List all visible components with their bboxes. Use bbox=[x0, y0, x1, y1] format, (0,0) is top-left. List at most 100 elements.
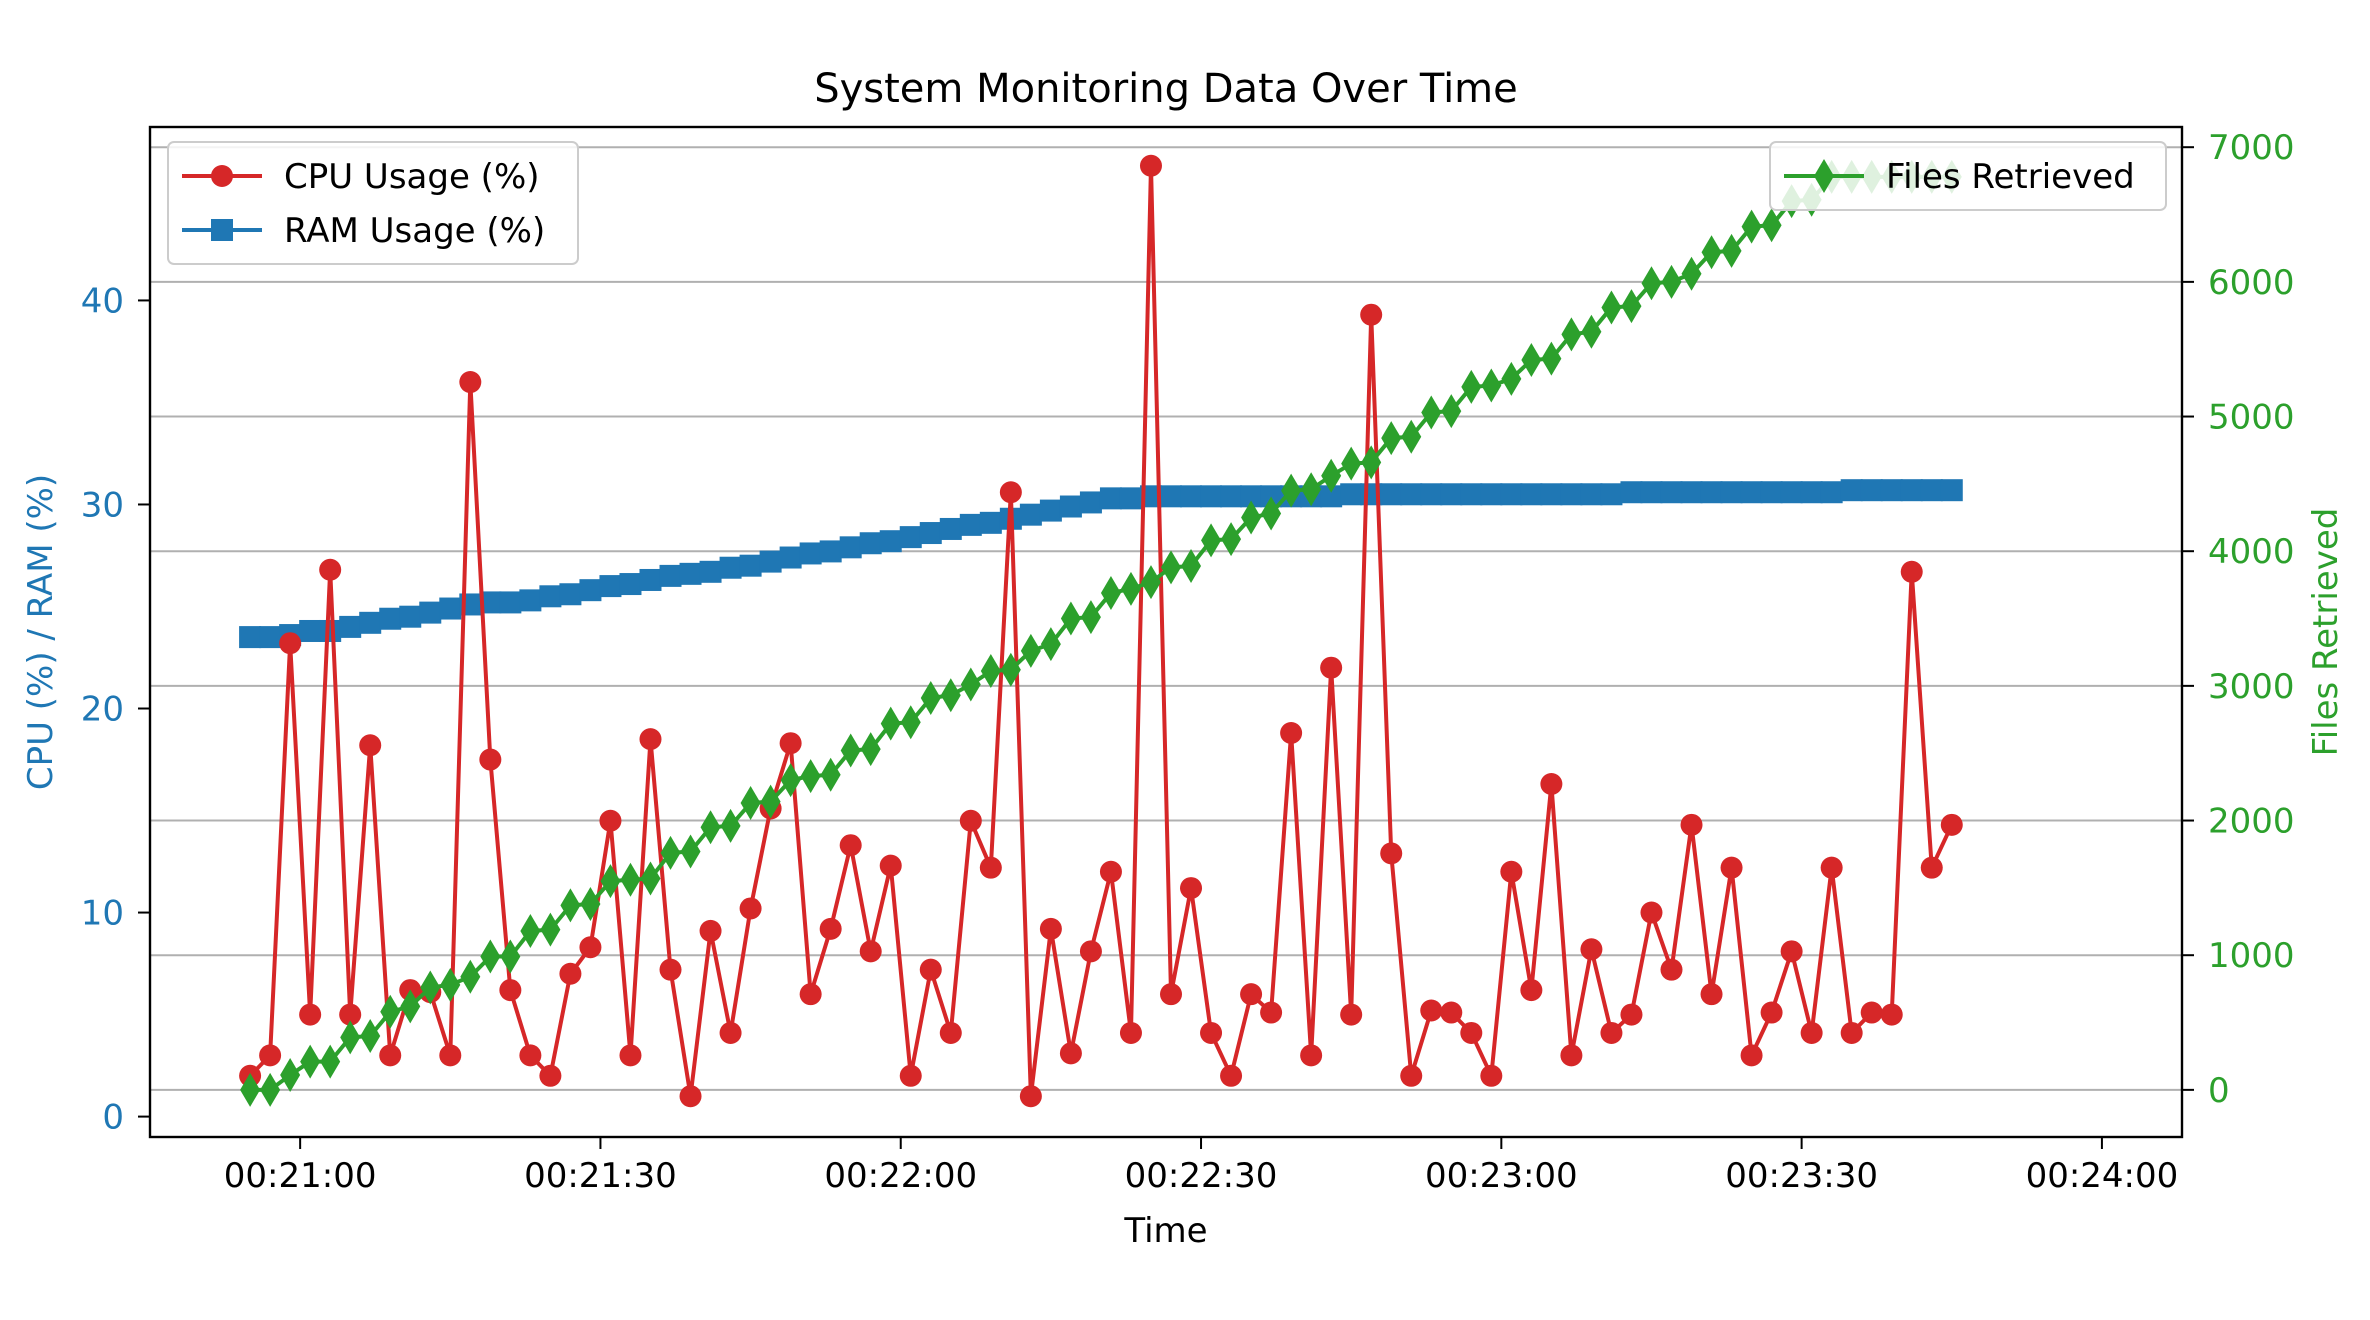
data-point bbox=[859, 532, 882, 555]
data-point bbox=[859, 940, 882, 963]
y-axis-left: 0 10 20 30 40 bbox=[81, 281, 150, 1138]
data-point bbox=[579, 579, 602, 602]
data-point bbox=[1660, 958, 1683, 981]
data-point bbox=[780, 763, 801, 798]
data-point bbox=[340, 1020, 361, 1055]
data-point bbox=[699, 919, 722, 942]
data-point bbox=[1400, 1064, 1423, 1087]
x-tick-label: 00:22:30 bbox=[1125, 1156, 1278, 1196]
data-point bbox=[1480, 483, 1503, 506]
data-point bbox=[1079, 940, 1102, 963]
data-point bbox=[640, 861, 661, 896]
data-point bbox=[1039, 499, 1062, 522]
data-point bbox=[1099, 487, 1122, 510]
data-point bbox=[1741, 209, 1762, 244]
data-point bbox=[299, 1003, 322, 1026]
data-point bbox=[1561, 317, 1582, 352]
data-point bbox=[1900, 560, 1923, 583]
data-point bbox=[820, 757, 841, 792]
data-point bbox=[819, 917, 842, 940]
data-point bbox=[1860, 479, 1883, 502]
data-point bbox=[1341, 446, 1362, 481]
data-point bbox=[1520, 979, 1543, 1002]
data-point bbox=[1541, 341, 1562, 376]
data-point bbox=[1721, 233, 1742, 268]
data-point bbox=[880, 706, 901, 741]
data-point bbox=[580, 887, 601, 922]
data-point bbox=[1381, 421, 1402, 456]
data-point bbox=[1640, 481, 1663, 504]
data-point bbox=[1940, 813, 1963, 836]
data-point bbox=[1281, 473, 1302, 508]
data-point bbox=[719, 1021, 742, 1044]
data-point bbox=[1200, 485, 1223, 508]
data-point bbox=[599, 575, 622, 598]
data-point bbox=[999, 481, 1022, 504]
data-point bbox=[1820, 481, 1843, 504]
legend-ram-label: RAM Usage (%) bbox=[284, 211, 545, 251]
data-point bbox=[440, 967, 461, 1002]
y-left-tick-label: 0 bbox=[102, 1098, 124, 1138]
data-point bbox=[1280, 722, 1303, 744]
data-point bbox=[1840, 1021, 1863, 1044]
data-point bbox=[639, 728, 662, 751]
x-tick-label: 00:23:30 bbox=[1725, 1156, 1878, 1196]
data-point bbox=[959, 809, 982, 832]
data-point bbox=[899, 1064, 922, 1087]
data-point bbox=[699, 560, 722, 583]
data-point bbox=[460, 959, 481, 994]
data-point bbox=[280, 1058, 301, 1093]
data-point bbox=[1940, 479, 1963, 502]
data-point bbox=[920, 680, 941, 715]
data-point bbox=[1139, 485, 1162, 508]
plot-frame bbox=[148, 125, 2184, 1139]
data-point bbox=[1600, 1021, 1623, 1044]
data-point bbox=[1200, 1021, 1223, 1044]
data-point bbox=[779, 546, 802, 569]
data-point bbox=[1581, 314, 1602, 349]
data-point bbox=[1420, 999, 1443, 1022]
data-point bbox=[439, 1044, 462, 1067]
data-point bbox=[1320, 485, 1343, 508]
series-layer bbox=[239, 154, 1963, 1108]
data-point bbox=[980, 654, 1001, 689]
data-point bbox=[1240, 485, 1263, 508]
data-point bbox=[979, 856, 1002, 879]
data-point bbox=[1380, 483, 1403, 506]
data-point bbox=[1620, 1003, 1643, 1026]
data-point bbox=[1440, 483, 1463, 506]
legend-ram-marker bbox=[211, 219, 233, 241]
x-tick-label: 00:23:00 bbox=[1425, 1156, 1578, 1196]
data-point bbox=[240, 1072, 261, 1107]
data-point bbox=[1800, 1021, 1823, 1044]
data-point bbox=[1119, 1021, 1142, 1044]
data-point bbox=[1221, 522, 1242, 557]
data-point bbox=[279, 632, 302, 655]
data-point bbox=[740, 786, 761, 821]
data-point bbox=[1099, 860, 1122, 883]
data-point bbox=[1700, 481, 1723, 504]
data-point bbox=[260, 1072, 281, 1107]
data-point bbox=[1560, 1044, 1583, 1067]
data-point bbox=[1740, 481, 1763, 504]
data-point bbox=[800, 759, 821, 794]
data-point bbox=[659, 958, 682, 981]
series-1 bbox=[239, 479, 1963, 649]
data-point bbox=[639, 568, 662, 591]
data-point bbox=[1460, 1021, 1483, 1044]
data-point bbox=[299, 619, 322, 642]
data-point bbox=[360, 1019, 381, 1053]
y-right-tick-label: 2000 bbox=[2208, 802, 2295, 842]
legend-cpu-label: CPU Usage (%) bbox=[284, 157, 540, 197]
data-point bbox=[319, 619, 342, 642]
data-point bbox=[1840, 479, 1863, 502]
data-point bbox=[1900, 479, 1923, 502]
data-point bbox=[1820, 856, 1843, 879]
data-point bbox=[1640, 901, 1663, 924]
data-point bbox=[1641, 266, 1662, 301]
data-point bbox=[1059, 1042, 1082, 1065]
data-point bbox=[1661, 264, 1682, 299]
y-axis-right: 0 1000 2000 3000 4000 5000 6000 7000 bbox=[2182, 128, 2295, 1111]
y-left-tick-label: 10 bbox=[81, 894, 124, 934]
